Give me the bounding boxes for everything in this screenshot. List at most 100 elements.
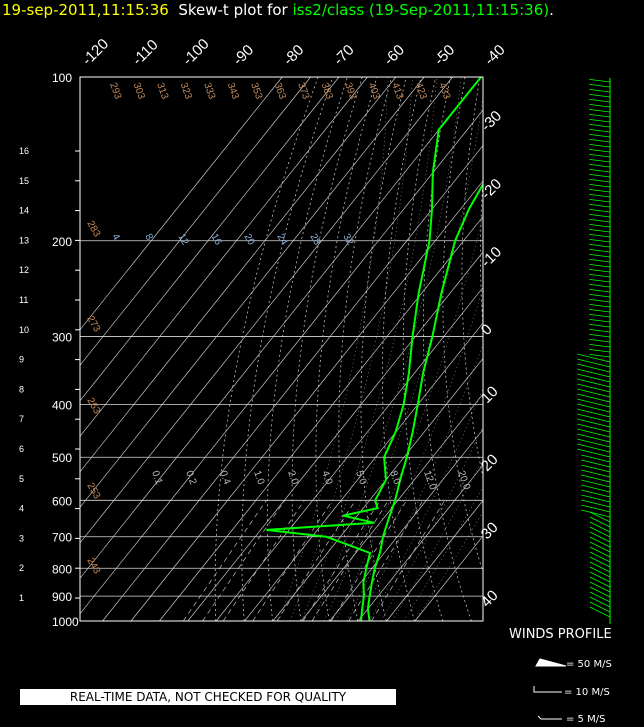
wind-barb — [589, 269, 611, 273]
dry-adiabat — [381, 77, 422, 621]
moist-adiabat — [289, 77, 413, 621]
dry-adiabat-label: 353 — [248, 81, 264, 101]
isotherm-line — [102, 144, 483, 621]
wind-barb — [577, 358, 611, 368]
wind-barb — [589, 119, 611, 123]
isotherm-line — [301, 393, 483, 621]
dry-adiabat — [267, 77, 348, 621]
wind-barb — [577, 408, 611, 418]
pressure-label: 100 — [52, 71, 72, 85]
isotherm-line — [80, 77, 311, 366]
wind-barb — [589, 571, 611, 583]
quality-disclaimer: REAL-TIME DATA, NOT CHECKED FOR QUALITY — [20, 689, 396, 705]
dry-adiabat-label: 323 — [178, 81, 194, 101]
wind-barb — [589, 566, 611, 578]
isotherm-line — [80, 77, 368, 437]
wind-barb — [589, 109, 611, 113]
wind-barb — [577, 443, 611, 453]
mixing-ratio-label: 2.0 — [285, 469, 300, 486]
wind-barb — [589, 204, 611, 208]
wind-barb — [577, 398, 611, 408]
dry-adiabat-label: 423 — [413, 81, 429, 101]
isotherm-line — [244, 322, 483, 621]
wind-barb — [589, 324, 611, 328]
wind-barb — [589, 551, 611, 563]
isotherm-line — [159, 215, 483, 621]
wind-barb — [589, 309, 611, 313]
moist-adiabat-label: 28 — [307, 232, 322, 248]
top-temp-label: -100 — [179, 36, 212, 69]
dry-adiabat-label: 333 — [201, 81, 217, 101]
wind-barb — [589, 264, 611, 268]
isotherm-line — [80, 77, 340, 402]
wind-barb — [589, 169, 611, 173]
wind-barb — [589, 334, 611, 338]
wind-barb — [589, 531, 611, 543]
wind-barb — [589, 179, 611, 183]
wind-barb — [577, 413, 611, 423]
top-temp-label: -40 — [481, 41, 508, 68]
dry-adiabat-label: 393 — [342, 81, 358, 101]
wind-legend-10: = 10 M/S — [564, 687, 610, 698]
wind-barb — [589, 174, 611, 178]
wind-barb — [589, 536, 611, 548]
pressure-label: 500 — [52, 451, 72, 465]
mixing-ratio-label: 0.2 — [183, 469, 198, 486]
mixing-ratio-label: 1.0 — [251, 469, 266, 486]
wind-barb — [581, 469, 611, 478]
wind-barb — [589, 294, 611, 298]
wind-barb — [589, 329, 611, 333]
dry-adiabat — [612, 77, 644, 621]
wind-barb — [589, 239, 611, 243]
moist-adiabat-label: 8 — [142, 232, 155, 243]
right-temp-label: 40 — [478, 587, 502, 611]
top-temp-label: -50 — [431, 41, 458, 68]
isotherm-line — [357, 464, 483, 621]
dry-adiabat — [516, 77, 614, 621]
wind-barb — [577, 423, 611, 433]
isotherm-line — [80, 77, 482, 579]
moist-adiabat — [346, 287, 483, 621]
moist-adiabat-label: 16 — [208, 232, 223, 248]
moist-adiabat — [403, 486, 483, 621]
isotherm-line — [187, 251, 483, 621]
wind-barb — [589, 581, 611, 593]
dry-adiabat-label: 383 — [319, 81, 335, 101]
height-label: 3 — [19, 533, 24, 543]
moist-adiabat-label: 20 — [241, 232, 256, 248]
isotherm-line — [80, 77, 453, 544]
wind-barb — [577, 373, 611, 383]
dry-adiabat — [550, 77, 644, 621]
wind-barb — [589, 521, 611, 533]
dry-adiabat — [461, 77, 483, 479]
dry-adiabat-label: 303 — [131, 81, 147, 101]
wind-barb — [589, 209, 611, 213]
height-label: 11 — [19, 295, 28, 305]
wind-barb — [581, 464, 611, 473]
height-label: 7 — [19, 414, 24, 424]
dry-adiabat — [423, 77, 472, 621]
moist-adiabat — [335, 213, 483, 621]
wind-barb — [589, 354, 611, 358]
moist-adiabat-label: 4 — [109, 232, 122, 243]
wind-barb — [589, 159, 611, 163]
moist-adiabat — [323, 94, 483, 621]
dry-adiabat — [627, 77, 644, 621]
wind-barb — [577, 383, 611, 393]
wind-barb — [589, 84, 611, 88]
winds-profile-label: WINDS PROFILE — [509, 627, 612, 642]
height-label: 14 — [19, 206, 29, 216]
pressure-label: 400 — [52, 399, 72, 413]
dry-adiabat — [241, 77, 334, 621]
wind-barb — [589, 541, 611, 553]
top-temp-label: -120 — [79, 36, 112, 69]
right-temp-label: -20 — [478, 175, 505, 202]
pressure-label: 1000 — [52, 615, 79, 629]
wind-barb — [581, 479, 611, 488]
pressure-label: 800 — [52, 562, 72, 576]
title-mid: Skew-t plot for — [178, 1, 288, 19]
wind-barb — [577, 393, 611, 403]
pressure-label: 200 — [52, 235, 72, 249]
mixing-ratio-line — [276, 500, 356, 621]
